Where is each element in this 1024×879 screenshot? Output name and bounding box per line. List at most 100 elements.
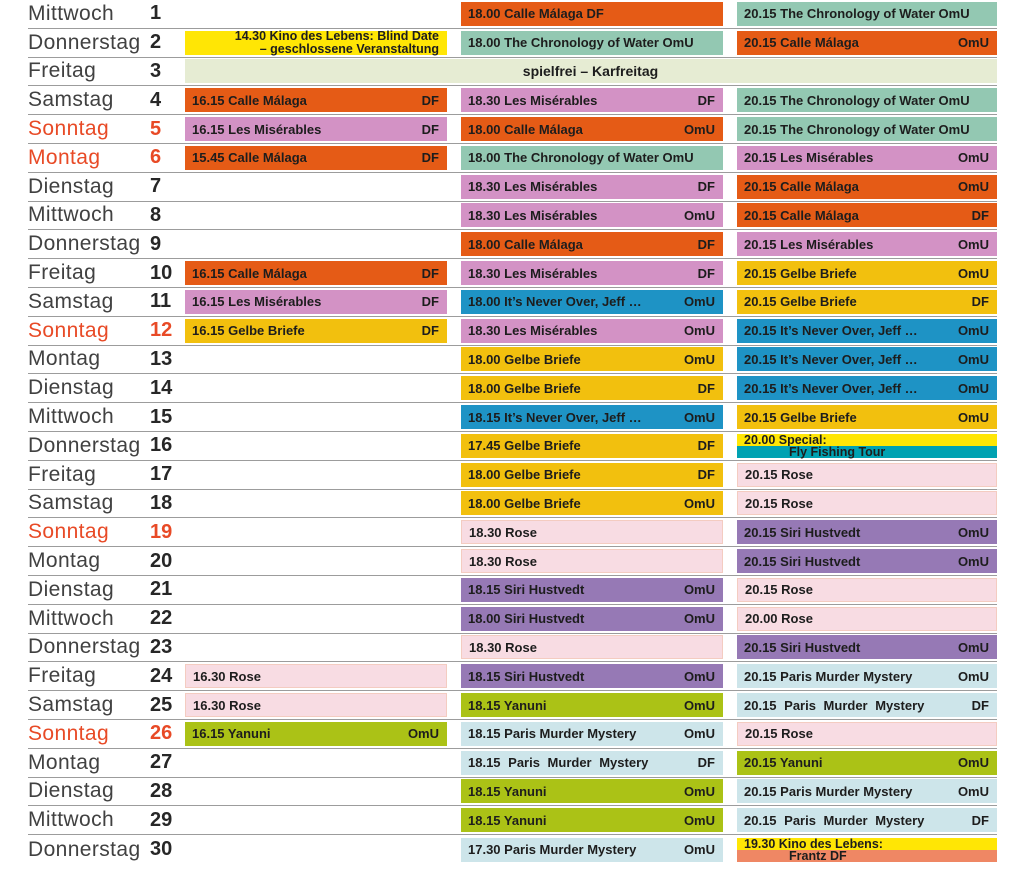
showtime-block[interactable]: 20.15 Gelbe Briefe OmU <box>737 261 997 286</box>
showtime-text: 20.15 Rose <box>745 495 813 511</box>
showtime-block[interactable]: 16.15 Les Misérables DF <box>185 289 447 314</box>
showtime-block[interactable]: 18.00 It’s Never Over, Jeff … OmU <box>461 289 723 314</box>
special-event-title: 19.30 Kino des Lebens: <box>737 837 997 850</box>
showtime-block[interactable]: 20.15 It’s Never Over, Jeff … OmU <box>737 347 997 372</box>
day-row: Montag 13 18.00 Gelbe Briefe OmU 20.15 It’s … <box>28 346 997 375</box>
showtime-block[interactable]: 18.00 Siri Hustvedt OmU <box>461 606 723 631</box>
showtime-block[interactable]: 16.15 Calle Málaga DF <box>185 88 447 113</box>
slot-cell <box>185 751 447 775</box>
showtime-text: 20.15 The Chronology of Water OmU <box>744 6 970 22</box>
showtime-block[interactable]: 20.15 Paris Murder Mystery DF <box>737 693 997 718</box>
slot-cell: 18.00 Gelbe Briefe OmU <box>461 491 723 516</box>
day-name-label: Dienstag <box>28 577 115 601</box>
showtime-block[interactable]: 18.00 Gelbe Briefe OmU <box>461 491 723 516</box>
showtime-block[interactable]: 20.15 Gelbe Briefe DF <box>737 289 997 314</box>
showtime-block[interactable]: 18.30 Rose <box>461 549 723 574</box>
language-tag: OmU <box>683 323 715 339</box>
showtime-block[interactable]: 18.15 It’s Never Over, Jeff … OmU <box>461 405 723 430</box>
showtime-block[interactable]: 18.15 Paris Murder Mystery DF <box>461 750 723 775</box>
showtime-block[interactable]: 20.15 Rose <box>737 462 997 487</box>
language-tag: DF <box>421 121 439 137</box>
showtime-block[interactable]: 20.15 The Chronology of Water OmU <box>737 117 997 142</box>
slot-cell: 18.30 Les Misérables OmU <box>461 318 723 343</box>
showtime-block[interactable]: 20.15 Yanuni OmU <box>737 750 997 775</box>
showtime-block[interactable]: 16.15 Gelbe Briefe DF <box>185 318 447 343</box>
showtime-block[interactable]: 16.30 Rose <box>185 693 447 718</box>
showtime-block[interactable]: 20.15 The Chronology of Water OmU <box>737 88 997 113</box>
showtime-block[interactable]: 18.30 Les Misérables OmU <box>461 318 723 343</box>
slot-cell: 18.30 Rose <box>461 635 723 660</box>
day-row: Montag 6 15.45 Calle Málaga DF 18.00 The Chr… <box>28 144 997 173</box>
showtime-block[interactable]: 15.45 Calle Málaga DF <box>185 145 447 170</box>
day-name-label: Samstag <box>28 88 114 112</box>
showtime-block[interactable]: 18.30 Rose <box>461 520 723 545</box>
day-number: 28 <box>150 779 173 802</box>
showtime-block[interactable]: 16.30 Rose <box>185 664 447 689</box>
showtime-block[interactable]: 18.00 Gelbe Briefe DF <box>461 462 723 487</box>
showtime-block[interactable]: 20.15 It’s Never Over, Jeff … OmU <box>737 376 997 401</box>
showtime-block[interactable]: 18.30 Les Misérables DF <box>461 261 723 286</box>
day-name-label: Dienstag <box>28 376 115 400</box>
showtime-slots: 18.15 It’s Never Over, Jeff … OmU 20.15 Ge… <box>185 403 997 431</box>
showtime-block[interactable]: 16.15 Yanuni OmU <box>185 721 447 746</box>
showtime-block[interactable]: 18.30 Les Misérables DF <box>461 88 723 113</box>
showtime-block[interactable]: 18.00 The Chronology of Water OmU <box>461 145 723 170</box>
day-row: Sonntag 12 16.15 Gelbe Briefe DF 18.30 Les M… <box>28 317 997 346</box>
showtime-block[interactable]: 20.00 Rose <box>737 606 997 631</box>
showtime-block[interactable]: 18.00 Gelbe Briefe DF <box>461 376 723 401</box>
language-tag: OmU <box>683 668 715 684</box>
showtime-block[interactable]: 17.45 Gelbe Briefe DF <box>461 433 723 458</box>
showtime-block[interactable]: 18.15 Yanuni OmU <box>461 808 723 833</box>
showtime-text: 15.45 Calle Málaga <box>192 150 307 166</box>
showtime-block[interactable]: 20.15 Siri Hustvedt OmU <box>737 549 997 574</box>
showtime-block[interactable]: 18.00 Gelbe Briefe OmU <box>461 347 723 372</box>
slot-cell: 18.30 Les Misérables DF <box>461 261 723 286</box>
showtime-block[interactable]: 20.15 Paris Murder Mystery OmU <box>737 779 997 804</box>
slot-cell: 18.30 Rose <box>461 549 723 574</box>
showtime-block[interactable]: 18.00 Calle Málaga DF <box>461 232 723 257</box>
slot-cell: 20.15 Paris Murder Mystery DF <box>737 693 997 718</box>
showtime-block[interactable]: 20.15 Rose <box>737 577 997 602</box>
showtime-block[interactable]: 18.00 Calle Málaga DF <box>461 1 723 26</box>
day-number: 6 <box>150 146 162 169</box>
showtime-block[interactable]: 20.15 Les Misérables OmU <box>737 145 997 170</box>
showtime-block[interactable]: 20.15 Paris Murder Mystery OmU <box>737 664 997 689</box>
special-event-block[interactable]: 20.00 Special: Fly Fishing Tour <box>737 434 997 458</box>
language-tag: DF <box>697 236 715 252</box>
showtime-block[interactable]: 18.00 The Chronology of Water OmU <box>461 30 723 55</box>
showtime-block[interactable]: 18.15 Paris Murder Mystery OmU <box>461 721 723 746</box>
showtime-text: 18.15 Siri Hustvedt <box>468 668 585 684</box>
day-row: Mittwoch 29 18.15 Yanuni OmU 20.15 Paris Mur… <box>28 806 997 836</box>
day-number: 1 <box>150 2 162 25</box>
showtime-block[interactable]: 17.30 Paris Murder Mystery OmU <box>461 837 723 862</box>
showtime-block[interactable]: 18.15 Siri Hustvedt OmU <box>461 577 723 602</box>
showtime-block[interactable]: 18.30 Les Misérables OmU <box>461 203 723 228</box>
showtime-block[interactable]: 20.15 Rose <box>737 721 997 746</box>
showtime-block[interactable]: 18.00 Calle Málaga OmU <box>461 117 723 142</box>
showtime-block[interactable]: 20.15 It’s Never Over, Jeff … OmU <box>737 318 997 343</box>
showtime-block[interactable]: 16.15 Calle Málaga DF <box>185 261 447 286</box>
showtime-block[interactable]: 18.30 Les Misérables DF <box>461 174 723 199</box>
showtime-slots: 18.30 Rose 20.15 Siri Hustvedt OmU <box>185 547 997 575</box>
special-event-block[interactable]: 19.30 Kino des Lebens: Frantz DF <box>737 837 997 862</box>
showtime-block[interactable]: 20.15 Calle Málaga DF <box>737 203 997 228</box>
showtime-block[interactable]: 18.15 Siri Hustvedt OmU <box>461 664 723 689</box>
showtime-block[interactable]: 20.15 Calle Málaga OmU <box>737 174 997 199</box>
cinema-program-calendar: Mittwoch 1 18.00 Calle Málaga DF 20.15 The … <box>28 0 997 864</box>
showtime-block[interactable]: 16.15 Les Misérables DF <box>185 117 447 142</box>
showtime-block[interactable]: 20.15 Les Misérables OmU <box>737 232 997 257</box>
slot-cell: 18.00 Calle Málaga DF <box>461 232 723 257</box>
showtime-block[interactable]: 20.15 Paris Murder Mystery DF <box>737 808 997 833</box>
event-note-block[interactable]: 14.30 Kino des Lebens: Blind Date – gesch… <box>185 29 447 55</box>
showtime-block[interactable]: 20.15 Siri Hustvedt OmU <box>737 520 997 545</box>
showtime-block[interactable]: 20.15 Gelbe Briefe OmU <box>737 405 997 430</box>
showtime-block[interactable]: 20.15 Rose <box>737 491 997 516</box>
language-tag: OmU <box>957 35 989 51</box>
language-tag: OmU <box>683 351 715 367</box>
showtime-block[interactable]: 18.15 Yanuni OmU <box>461 693 723 718</box>
showtime-block[interactable]: 20.15 Siri Hustvedt OmU <box>737 635 997 660</box>
showtime-block[interactable]: 18.30 Rose <box>461 635 723 660</box>
showtime-block[interactable]: 20.15 The Chronology of Water OmU <box>737 1 997 26</box>
showtime-block[interactable]: 18.15 Yanuni OmU <box>461 779 723 804</box>
showtime-block[interactable]: 20.15 Calle Málaga OmU <box>737 30 997 55</box>
